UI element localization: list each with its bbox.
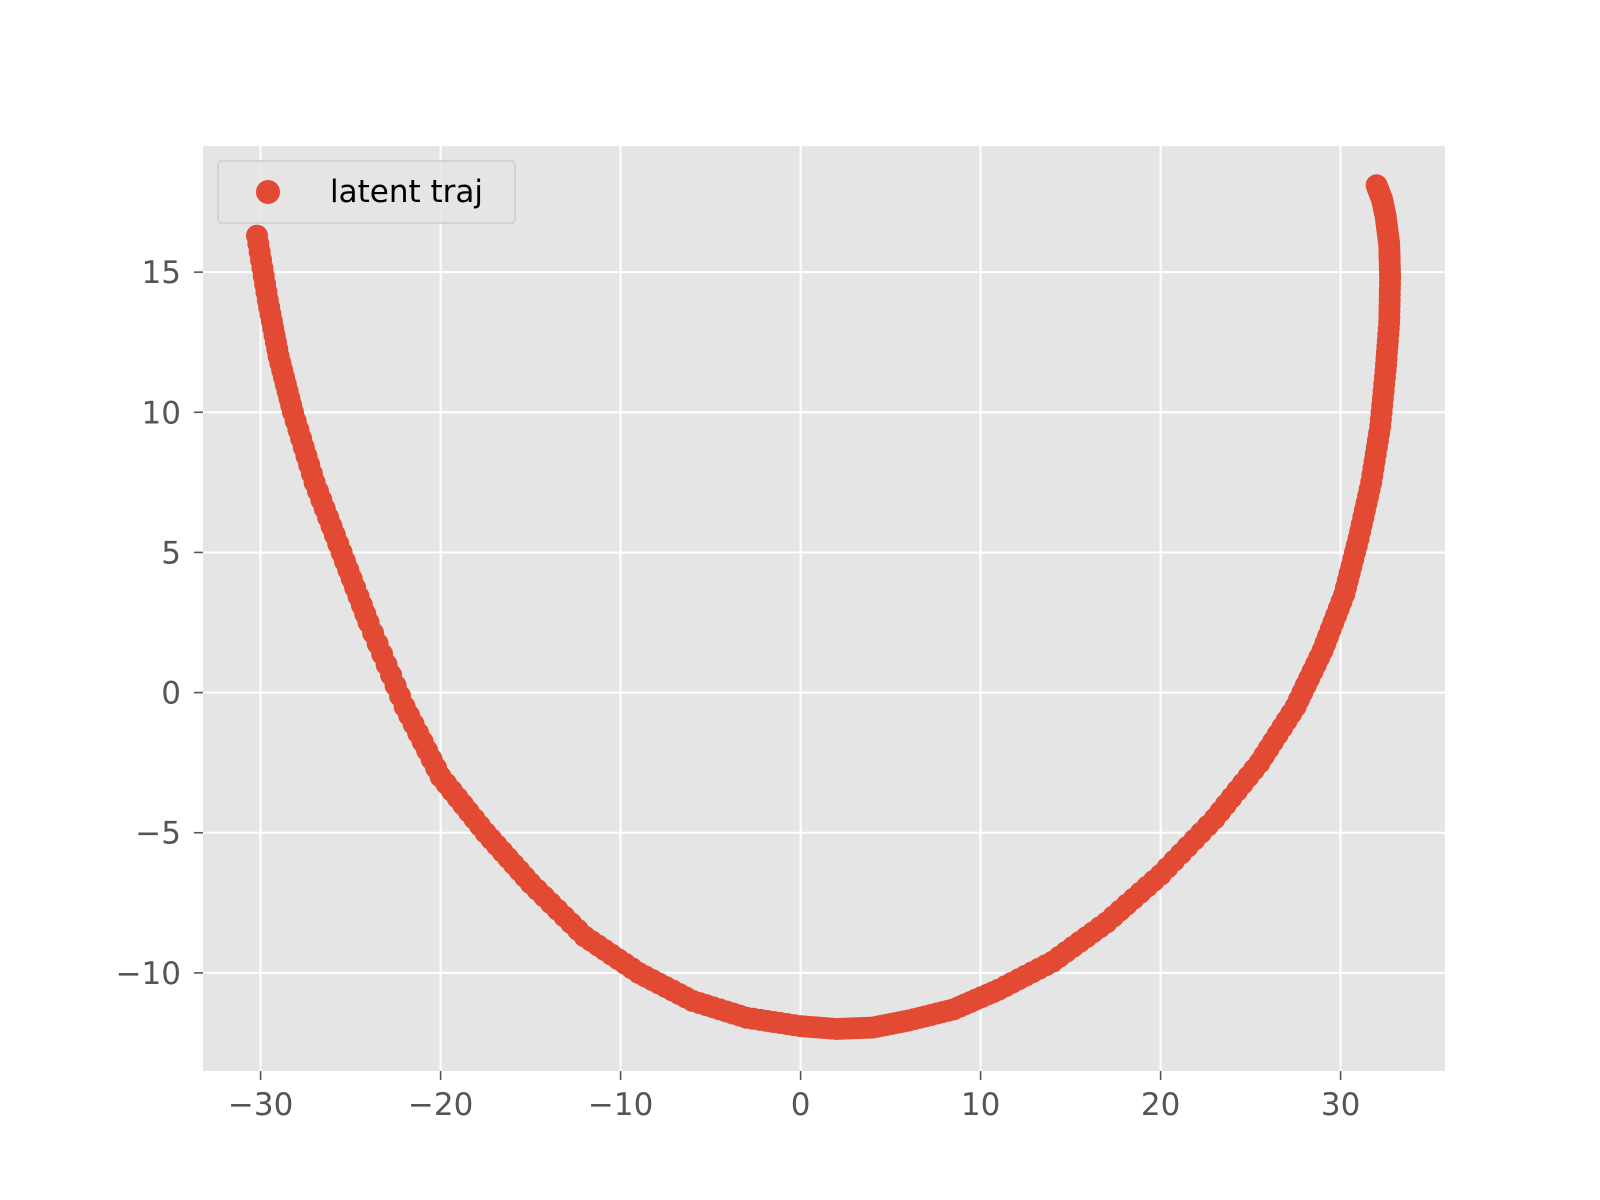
- y-tick-label: −5: [135, 816, 181, 852]
- y-tick-label: −10: [116, 956, 181, 992]
- x-tick-label: 30: [1321, 1087, 1360, 1123]
- x-tick-label: 0: [791, 1087, 811, 1123]
- y-tick-label: 0: [161, 676, 181, 712]
- legend: latent traj: [217, 160, 516, 224]
- x-tick-label: 20: [1141, 1087, 1180, 1123]
- x-tick-label: −30: [228, 1087, 293, 1123]
- grid-lines: [203, 146, 1445, 1071]
- data-point: [1365, 174, 1388, 197]
- axes: −30 −20 −10 0 10 20 30 −10 −5 0 5 10 15: [116, 255, 1361, 1123]
- plot-area: [203, 146, 1445, 1071]
- legend-frame: [217, 160, 516, 224]
- y-tick-label: 15: [142, 255, 181, 291]
- legend-label: latent traj: [330, 174, 483, 210]
- legend-marker: [256, 180, 280, 204]
- y-tick-label: 10: [142, 395, 181, 431]
- x-tick-label: 10: [961, 1087, 1000, 1123]
- x-tick-label: −20: [408, 1087, 473, 1123]
- y-tick-label: 5: [161, 535, 181, 571]
- x-tick-label: −10: [588, 1087, 653, 1123]
- data-points: [246, 174, 1402, 1040]
